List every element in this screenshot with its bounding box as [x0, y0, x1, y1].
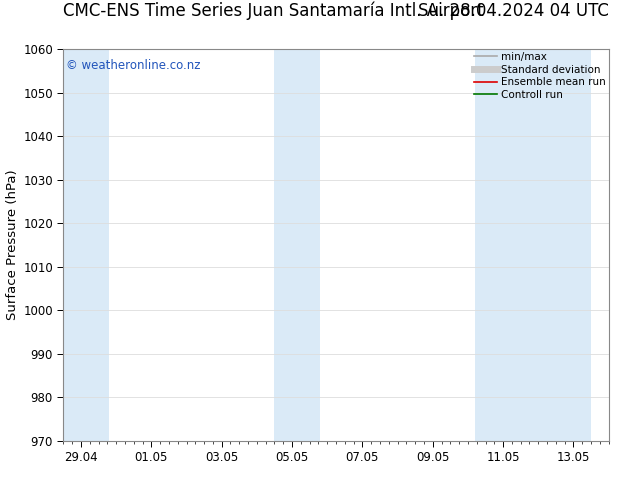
Bar — [63, 49, 109, 441]
Y-axis label: Surface Pressure (hPa): Surface Pressure (hPa) — [6, 170, 19, 320]
Text: CMC-ENS Time Series Juan Santamaría Intl. Airport: CMC-ENS Time Series Juan Santamaría Intl… — [63, 1, 484, 20]
Bar — [475, 49, 591, 441]
Text: Su. 28.04.2024 04 UTC: Su. 28.04.2024 04 UTC — [418, 1, 609, 20]
Legend: min/max, Standard deviation, Ensemble mean run, Controll run: min/max, Standard deviation, Ensemble me… — [474, 52, 605, 100]
Text: © weatheronline.co.nz: © weatheronline.co.nz — [66, 59, 200, 72]
Bar — [275, 49, 320, 441]
